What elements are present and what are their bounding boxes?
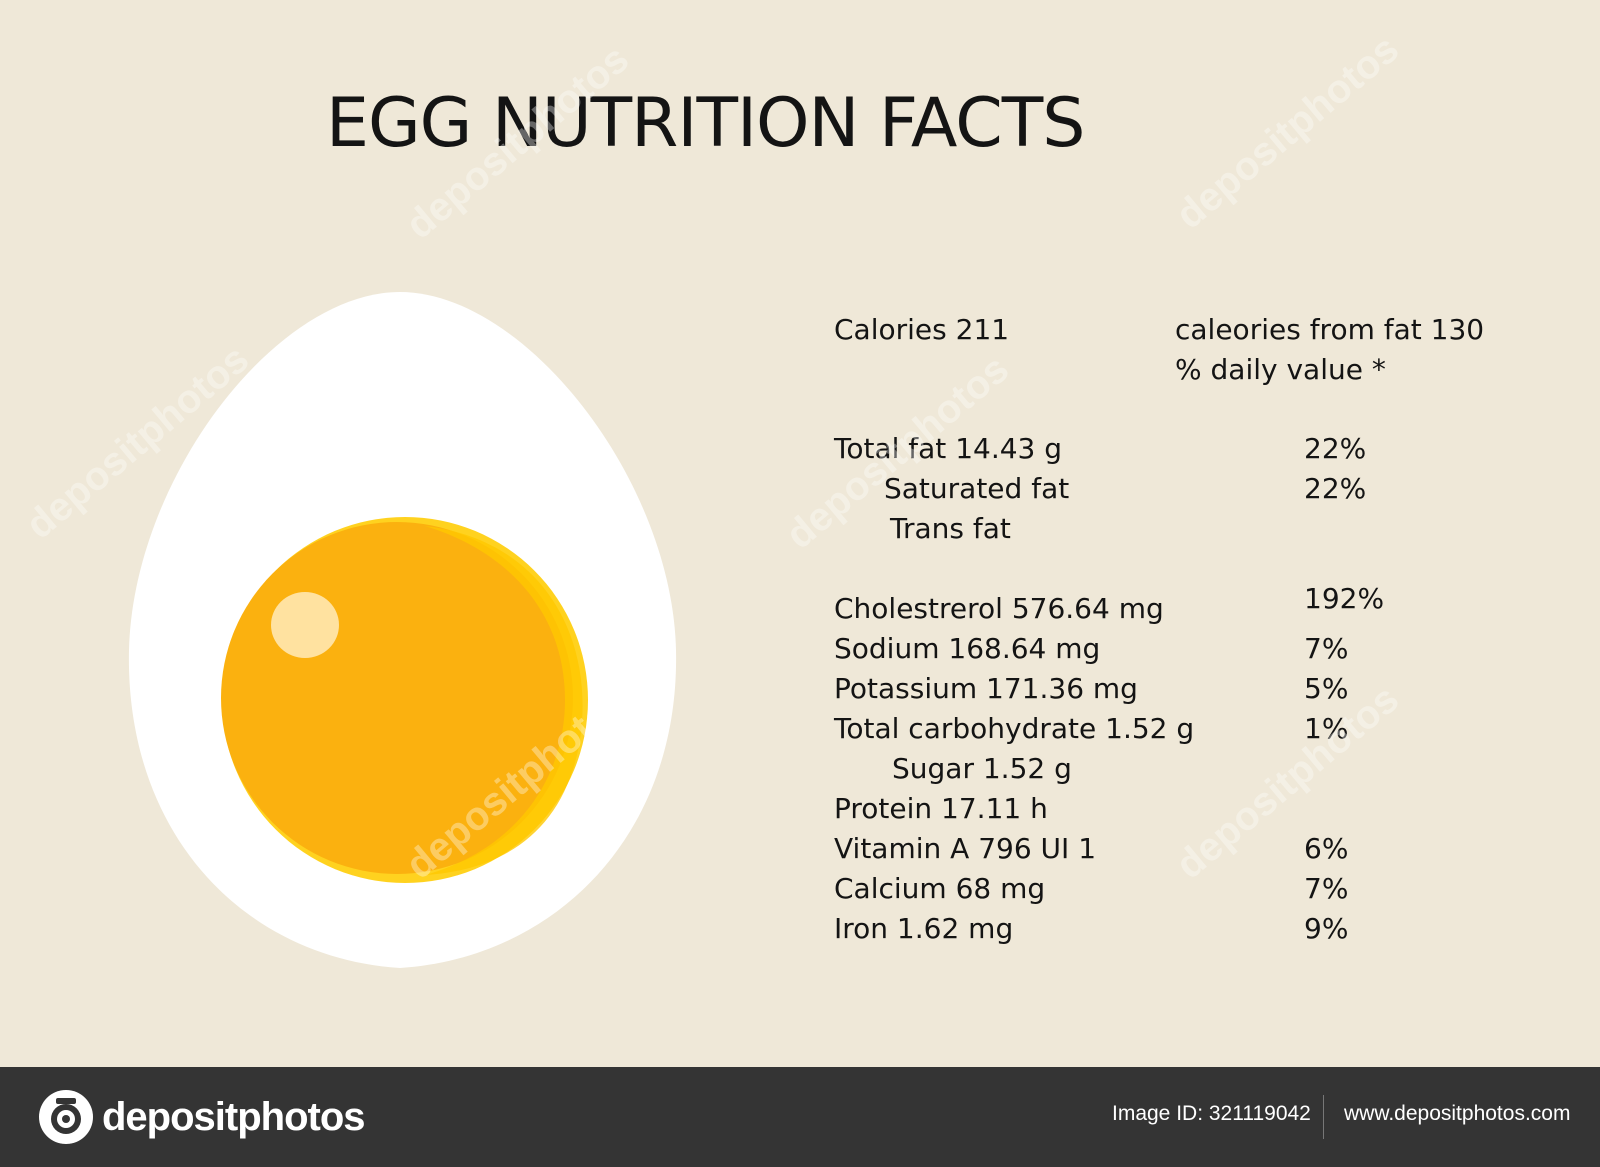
boiled-egg-illustration <box>128 292 677 968</box>
nutrient-label: Total fat 14.43 g <box>834 432 1063 465</box>
website-link[interactable]: www.depositphotos.com <box>1344 1102 1571 1125</box>
nutrient-percent: 5% <box>1304 672 1349 705</box>
logo-wordmark: depositphotos <box>102 1094 366 1139</box>
nutrient-percent: 22% <box>1304 432 1367 465</box>
nutrient-label: Protein 17.11 h <box>834 792 1048 825</box>
nutrient-percent: 192% <box>1304 582 1385 615</box>
watermark: depositphotos <box>1167 676 1408 888</box>
nutrient-label: Saturated fat <box>884 472 1070 505</box>
depositphotos-logo[interactable]: depositphotos <box>38 1089 366 1145</box>
image-id: Image ID: 321119042 <box>1112 1102 1311 1125</box>
nutrient-label: Total carbohydrate 1.52 g <box>834 712 1195 745</box>
nutrient-percent: 22% <box>1304 472 1367 505</box>
camera-lens-icon <box>39 1090 93 1144</box>
infographic-canvas: EGG NUTRITION FACTS Calories 211 caleori… <box>17 26 1485 968</box>
nutrient-label: Iron 1.62 mg <box>834 912 1014 945</box>
yolk-edge-glow <box>425 526 583 875</box>
daily-value-header: % daily value * <box>1175 353 1386 386</box>
nutrient-label: Potassium 171.36 mg <box>834 672 1138 705</box>
page-title: EGG NUTRITION FACTS <box>326 84 1085 163</box>
nutrient-label: Sodium 168.64 mg <box>834 632 1101 665</box>
footer-divider <box>1323 1095 1324 1139</box>
calories-label: Calories 211 <box>834 313 1010 346</box>
nutrient-label: Cholestrerol 576.64 mg <box>834 592 1164 625</box>
nutrient-label: Calcium 68 mg <box>834 872 1046 905</box>
yolk-highlight <box>271 592 339 658</box>
nutrient-label: Vitamin A 796 UI 1 <box>834 832 1097 865</box>
nutrient-label: Trans fat <box>890 512 1011 545</box>
nutrient-percent: 6% <box>1304 832 1349 865</box>
nutrient-percent: 7% <box>1304 872 1349 905</box>
nutrient-label: Sugar 1.52 g <box>892 752 1072 785</box>
nutrient-percent: 9% <box>1304 912 1349 945</box>
watermark: depositphotos <box>1167 26 1408 238</box>
nutrient-percent: 1% <box>1304 712 1349 745</box>
nutrient-percent: 7% <box>1304 632 1349 665</box>
calories-from-fat: caleories from fat 130 <box>1175 313 1485 346</box>
footer-bar: depositphotos Image ID: 321119042 www.de… <box>0 1067 1600 1167</box>
